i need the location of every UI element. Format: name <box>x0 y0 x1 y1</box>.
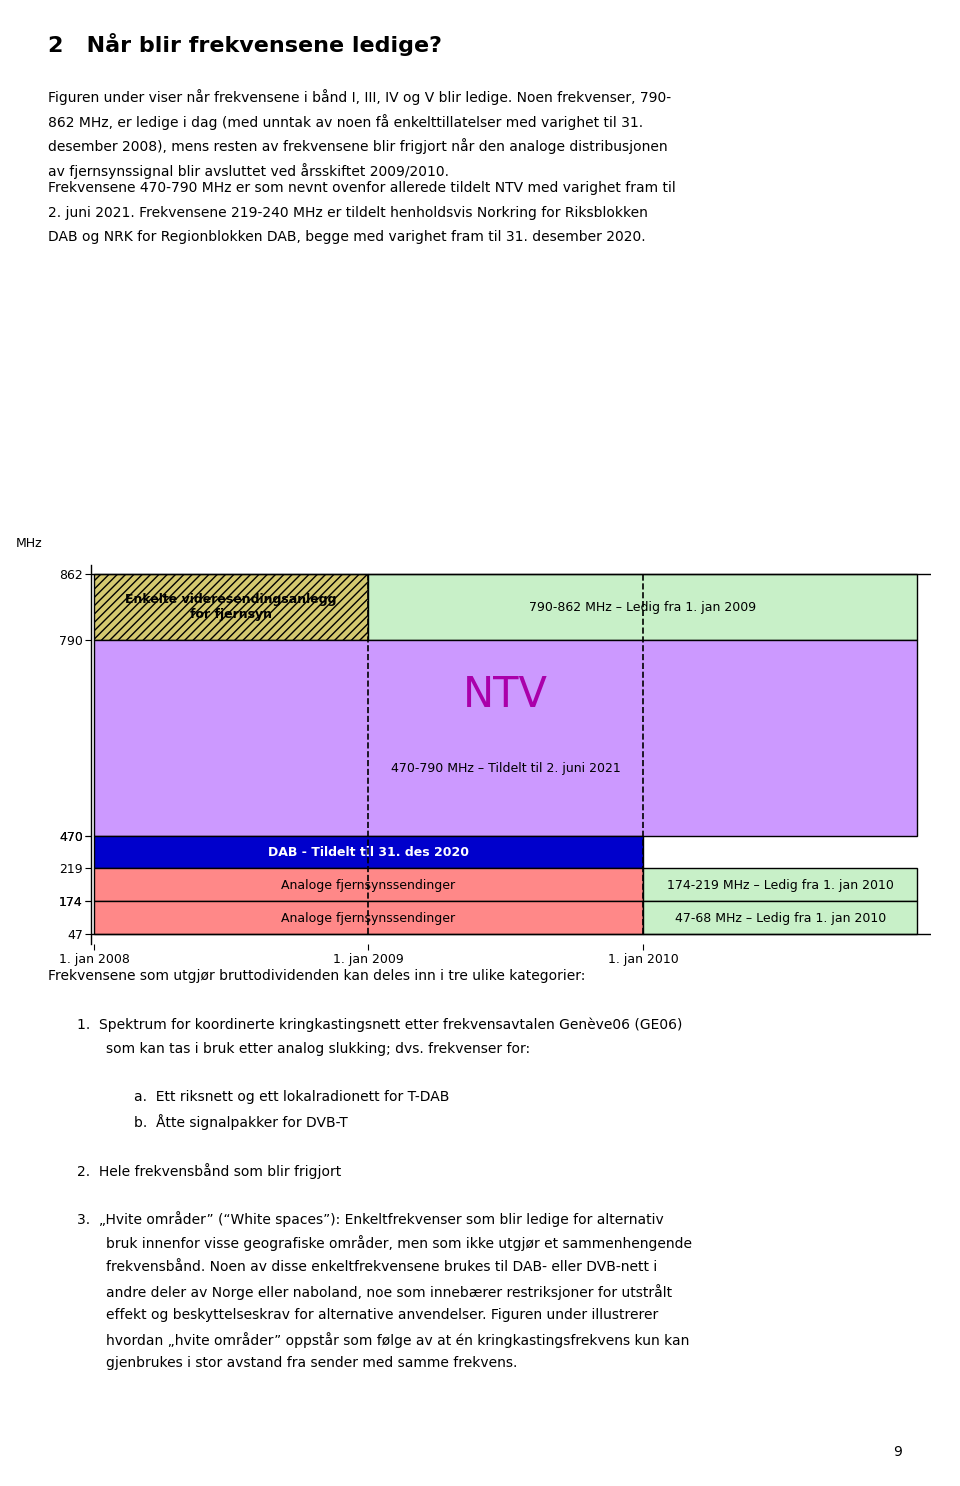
Text: som kan tas i bruk etter analog slukking; dvs. frekvenser for:: som kan tas i bruk etter analog slukking… <box>106 1042 530 1055</box>
Bar <box>643 901 918 933</box>
Text: frekvensbånd. Noen av disse enkeltfrekvensene brukes til DAB- eller DVB-nett i: frekvensbånd. Noen av disse enkeltfrekve… <box>106 1260 657 1274</box>
Text: Analoge fjernsynssendinger: Analoge fjernsynssendinger <box>281 878 455 892</box>
Text: 174-219 MHz – Ledig fra 1. jan 2010: 174-219 MHz – Ledig fra 1. jan 2010 <box>667 878 894 892</box>
Text: b.  Åtte signalpakker for DVB-T: b. Åtte signalpakker for DVB-T <box>134 1114 348 1131</box>
Text: av fjernsynssignal blir avsluttet ved årsskiftet 2009/2010.: av fjernsynssignal blir avsluttet ved år… <box>48 163 449 178</box>
Bar <box>94 868 643 901</box>
Text: Frekvensene 470-790 MHz er som nevnt ovenfor allerede tildelt NTV med varighet f: Frekvensene 470-790 MHz er som nevnt ove… <box>48 181 676 195</box>
Text: 862 MHz, er ledige i dag (med unntak av noen få enkelttillatelser med varighet t: 862 MHz, er ledige i dag (med unntak av … <box>48 114 643 129</box>
Bar <box>643 868 918 901</box>
Text: Frekvensene som utgjør bruttodividenden kan deles inn i tre ulike kategorier:: Frekvensene som utgjør bruttodividenden … <box>48 969 586 982</box>
Text: desember 2008), mens resten av frekvensene blir frigjort når den analoge distrib: desember 2008), mens resten av frekvense… <box>48 138 667 155</box>
Text: 2.  Hele frekvensbånd som blir frigjort: 2. Hele frekvensbånd som blir frigjort <box>77 1162 341 1178</box>
Text: andre deler av Norge eller naboland, noe som innebærer restriksjoner for utstrål: andre deler av Norge eller naboland, noe… <box>106 1284 672 1300</box>
Text: Enkelte videresendingsanlegg
for fjernsyn: Enkelte videresendingsanlegg for fjernsy… <box>126 593 337 621</box>
Text: 47-68 MHz – Ledig fra 1. jan 2010: 47-68 MHz – Ledig fra 1. jan 2010 <box>675 912 886 924</box>
Text: 470-790 MHz – Tildelt til 2. juni 2021: 470-790 MHz – Tildelt til 2. juni 2021 <box>391 762 620 774</box>
Bar <box>369 575 918 640</box>
Text: MHz: MHz <box>15 536 42 550</box>
Text: Analoge fjernsynssendinger: Analoge fjernsynssendinger <box>281 912 455 924</box>
Text: 2   Når blir frekvensene ledige?: 2 Når blir frekvensene ledige? <box>48 33 442 55</box>
Text: DAB og NRK for Regionblokken DAB, begge med varighet fram til 31. desember 2020.: DAB og NRK for Regionblokken DAB, begge … <box>48 230 646 244</box>
Text: NTV: NTV <box>464 675 548 716</box>
Text: DAB - Tildelt til 31. des 2020: DAB - Tildelt til 31. des 2020 <box>268 847 468 859</box>
Bar <box>94 901 643 933</box>
Text: 1.  Spektrum for koordinerte kringkastingsnett etter frekvensavtalen Genève06 (G: 1. Spektrum for koordinerte kringkasting… <box>77 1018 683 1031</box>
Text: hvordan „hvite områder” oppstår som følge av at én kringkastingsfrekvens kun kan: hvordan „hvite områder” oppstår som følg… <box>106 1331 689 1348</box>
Text: 3.  „Hvite områder” (“White spaces”): Enkeltfrekvenser som blir ledige for alter: 3. „Hvite områder” (“White spaces”): Enk… <box>77 1211 663 1227</box>
Text: 9: 9 <box>894 1446 902 1459</box>
Text: effekt og beskyttelseskrav for alternative anvendelser. Figuren under illustrere: effekt og beskyttelseskrav for alternati… <box>106 1308 658 1323</box>
Bar <box>94 575 369 640</box>
Text: bruk innenfor visse geografiske områder, men som ikke utgjør et sammenhengende: bruk innenfor visse geografiske områder,… <box>106 1235 691 1251</box>
Bar <box>94 835 643 868</box>
Text: Figuren under viser når frekvensene i bånd I, III, IV og V blir ledige. Noen fre: Figuren under viser når frekvensene i bå… <box>48 89 671 106</box>
Text: 2. juni 2021. Frekvensene 219-240 MHz er tildelt henholdsvis Norkring for Riksbl: 2. juni 2021. Frekvensene 219-240 MHz er… <box>48 205 648 220</box>
Text: gjenbrukes i stor avstand fra sender med samme frekvens.: gjenbrukes i stor avstand fra sender med… <box>106 1357 517 1370</box>
Text: a.  Ett riksnett og ett lokalradionett for T-DAB: a. Ett riksnett og ett lokalradionett fo… <box>134 1091 450 1104</box>
Text: 790-862 MHz – Ledig fra 1. jan 2009: 790-862 MHz – Ledig fra 1. jan 2009 <box>529 600 756 614</box>
Bar <box>94 640 918 835</box>
